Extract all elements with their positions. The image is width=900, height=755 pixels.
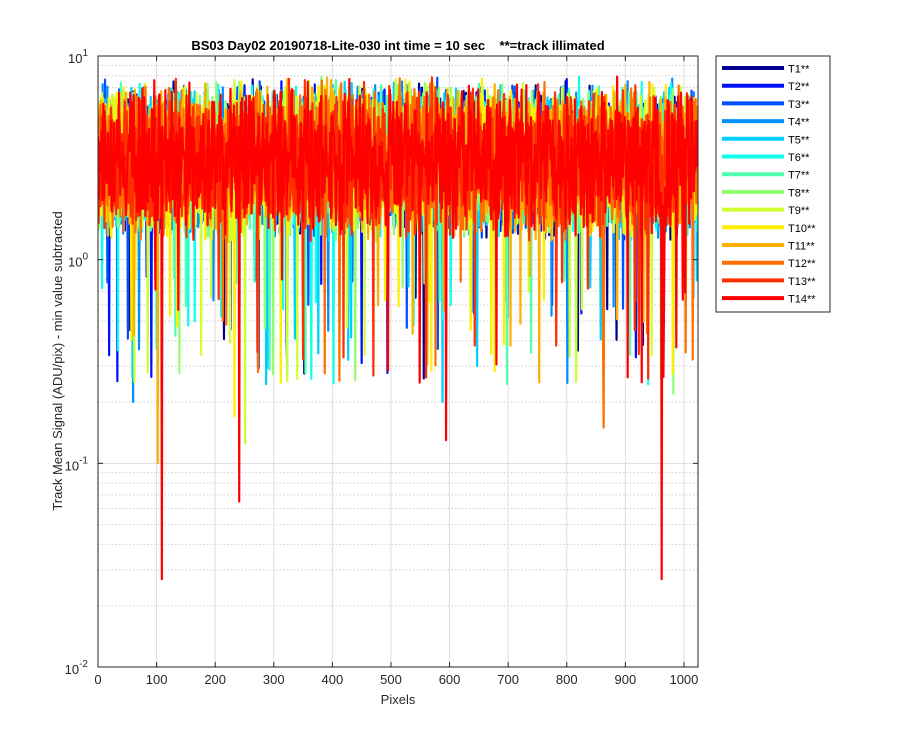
y-tick-label: 101 [68, 48, 88, 66]
legend-label: T14** [788, 294, 816, 306]
x-tick-label: 400 [322, 672, 344, 687]
legend-label: T12** [788, 258, 816, 270]
legend-label: T5** [788, 134, 810, 146]
legend-label: T2** [788, 81, 810, 93]
legend-label: T7** [788, 170, 810, 182]
legend-label: T8** [788, 187, 810, 199]
y-tick-exponent: 0 [82, 252, 88, 263]
legend-label: T13** [788, 276, 816, 288]
x-tick-label: 900 [614, 672, 636, 687]
x-tick-label: 1000 [669, 672, 698, 687]
x-tick-label: 500 [380, 672, 402, 687]
x-axis: 0 100 200 300 400 500 600 700 800 900 1000 [94, 56, 698, 687]
y-tick-exponent: -1 [79, 455, 88, 466]
legend-label: T1** [788, 64, 810, 76]
legend-label: T11** [788, 241, 815, 253]
y-tick-base: 10 [68, 255, 82, 270]
x-tick-label: 700 [497, 672, 519, 687]
x-axis-label: Pixels [381, 692, 416, 707]
x-tick-label: 600 [439, 672, 461, 687]
series-line-t14 [98, 75, 698, 581]
x-tick-label: 800 [556, 672, 578, 687]
legend-label: T3** [788, 99, 810, 111]
chart-title: BS03 Day02 20190718-Lite-030 int time = … [191, 38, 604, 53]
series-layer [98, 75, 698, 581]
y-tick-base: 10 [68, 51, 82, 66]
x-tick-label: 200 [204, 672, 226, 687]
y-tick-exponent: 1 [82, 48, 88, 59]
y-tick-label: 100 [68, 252, 88, 270]
y-tick-base: 10 [65, 662, 79, 677]
legend: T1** T2** T3** T4** T5** T6** T7** T8** T9** T10*… [715, 55, 831, 313]
y-axis-label: Track Mean Signal (ADU/pix) - min value … [50, 211, 65, 510]
legend-label: T10** [788, 223, 816, 235]
y-tick-exponent: -2 [79, 659, 88, 670]
legend-label: T4** [788, 117, 810, 129]
plot-frame [97, 55, 699, 668]
y-tick-label: 10-2 [65, 659, 89, 677]
y-tick-label: 10-1 [65, 455, 89, 473]
x-tick-label: 300 [263, 672, 285, 687]
x-tick-label: 100 [146, 672, 168, 687]
y-tick-base: 10 [65, 458, 79, 473]
legend-box [715, 55, 831, 313]
legend-label: T6** [788, 152, 810, 164]
x-tick-label: 0 [94, 672, 101, 687]
legend-label: T9** [788, 205, 810, 217]
